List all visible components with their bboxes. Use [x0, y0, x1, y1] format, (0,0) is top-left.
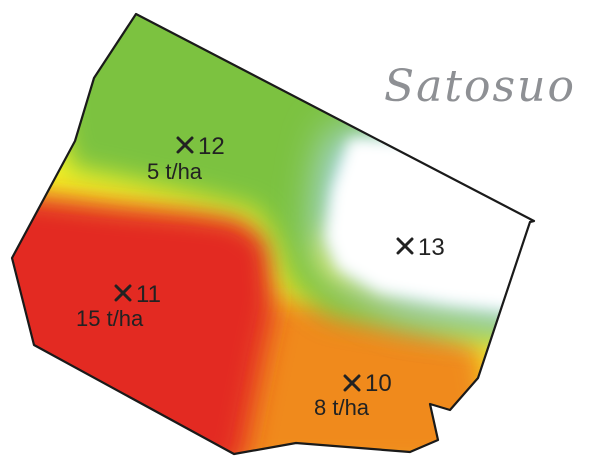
sample-point-label: 10 [365, 370, 392, 397]
field-outline [10, 12, 536, 456]
yield-value-label: 8 t/ha [314, 395, 370, 420]
sample-point-label: 12 [198, 133, 225, 160]
sample-point-11: 11 15 t/ha [76, 281, 161, 331]
sample-point-10: 10 8 t/ha [314, 370, 392, 420]
cross-marker-icon [176, 136, 194, 154]
cross-marker-icon [343, 374, 361, 392]
field-title: Satosuo [384, 61, 576, 112]
cross-marker-icon [396, 237, 414, 255]
yield-value-label: 15 t/ha [76, 306, 144, 331]
sample-point-12: 12 5 t/ha [147, 133, 225, 184]
sample-point-label: 13 [418, 234, 445, 261]
sample-point-label: 11 [136, 281, 161, 308]
sample-point-13: 13 [396, 234, 445, 261]
yield-value-label: 5 t/ha [147, 159, 203, 184]
cross-marker-icon [114, 284, 132, 302]
